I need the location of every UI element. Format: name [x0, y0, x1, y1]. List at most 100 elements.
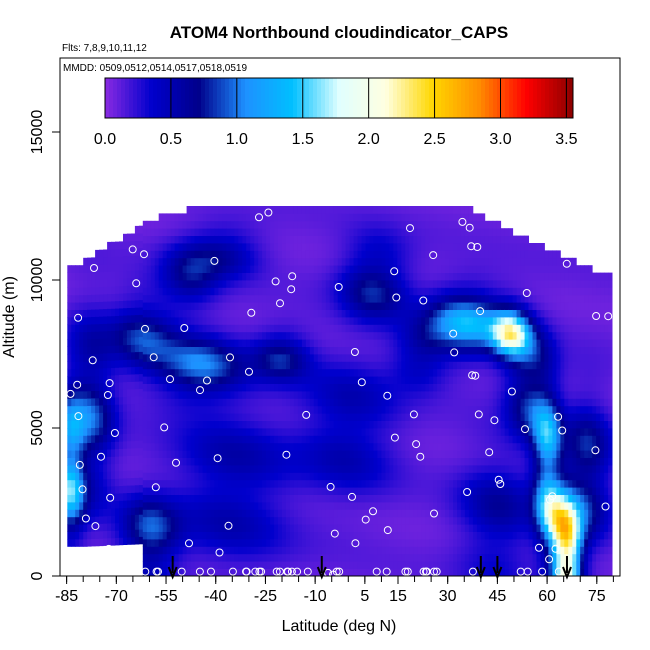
heatmap-cell: [385, 420, 390, 429]
heatmap-cell: [385, 561, 390, 569]
heatmap-cell: [230, 420, 235, 429]
heatmap-cell: [75, 420, 80, 429]
heatmap-cell: [464, 376, 470, 384]
heatmap-cell: [357, 442, 362, 451]
heatmap-cell: [234, 250, 239, 259]
heatmap-cell: [425, 206, 430, 214]
heatmap-cell: [369, 235, 374, 244]
heatmap-cell: [230, 331, 235, 340]
heatmap-cell: [278, 398, 283, 407]
heatmap-cell: [222, 272, 227, 281]
heatmap-cell: [301, 472, 307, 481]
heatmap-cell: [381, 287, 386, 296]
heatmap-cell: [333, 442, 339, 451]
heatmap-cell: [464, 428, 470, 436]
heatmap-cell: [425, 302, 430, 310]
heatmap-cell: [333, 287, 339, 296]
heatmap-cell: [317, 450, 323, 458]
heatmap-cell: [325, 235, 331, 244]
heatmap-cell: [349, 479, 354, 488]
heatmap-cell: [111, 463, 116, 472]
heatmap-cell: [270, 413, 275, 421]
heatmap-cell: [218, 457, 223, 466]
heatmap-cell: [242, 531, 247, 540]
heatmap-cell: [71, 531, 76, 540]
heatmap-cell: [437, 265, 442, 273]
heatmap-cell: [345, 243, 350, 251]
heatmap-cell: [409, 472, 414, 481]
heatmap-cell: [262, 450, 267, 458]
heatmap-cell: [95, 412, 100, 421]
heatmap-cell: [405, 487, 410, 495]
heatmap-cell: [266, 413, 271, 421]
heatmap-cell: [460, 398, 466, 407]
heatmap-cell: [297, 435, 303, 444]
heatmap-cell: [301, 339, 307, 347]
heatmap-cell: [389, 539, 394, 547]
heatmap-cell: [202, 368, 207, 377]
heatmap-cell: [238, 331, 243, 340]
heatmap-cell: [317, 376, 323, 384]
heatmap-cell: [325, 391, 331, 399]
heatmap-cell: [186, 450, 191, 458]
heatmap-cell: [166, 450, 172, 458]
heatmap-cell: [202, 361, 207, 370]
heatmap-cell: [389, 524, 394, 532]
heatmap-cell: [238, 457, 243, 466]
heatmap-cell: [126, 389, 132, 397]
heatmap-cell: [150, 494, 156, 503]
heatmap-cell: [154, 220, 160, 229]
heatmap-cell: [325, 428, 331, 436]
heatmap-cell: [234, 398, 239, 407]
heatmap-cell: [87, 472, 92, 480]
heatmap-cell: [111, 486, 116, 494]
heatmap-cell: [417, 213, 422, 222]
heatmap-cell: [174, 531, 180, 540]
heatmap-cell: [266, 494, 271, 503]
heatmap-cell: [242, 339, 247, 347]
heatmap-cell: [457, 272, 462, 281]
heatmap-cell: [142, 516, 148, 525]
heatmap-cell: [162, 531, 168, 540]
heatmap-cell: [266, 228, 271, 236]
heatmap-cell: [301, 479, 307, 488]
heatmap-cell: [397, 250, 402, 259]
heatmap-cell: [282, 420, 287, 429]
heatmap-cell: [262, 502, 267, 510]
heatmap-cell: [445, 220, 450, 229]
heatmap-cell: [242, 457, 247, 466]
heatmap-cell: [202, 450, 207, 458]
heatmap-cell: [309, 280, 315, 288]
heatmap-cell: [357, 265, 362, 273]
heatmap-cell: [226, 272, 231, 281]
heatmap-cell: [218, 280, 223, 288]
heatmap-cell: [441, 568, 446, 576]
heatmap-cell: [194, 502, 199, 510]
heatmap-cell: [317, 494, 323, 503]
heatmap-cell: [425, 368, 430, 377]
heatmap-cell: [401, 250, 406, 259]
heatmap-cell: [146, 272, 152, 281]
heatmap-cell: [361, 354, 366, 362]
heatmap-cell: [278, 309, 283, 318]
heatmap-cell: [309, 250, 315, 259]
heatmap-cell: [150, 413, 156, 421]
heatmap-cell: [190, 524, 195, 532]
heatmap-cell: [123, 337, 128, 346]
heatmap-cell: [437, 272, 442, 281]
heatmap-cell: [142, 272, 148, 281]
heatmap-cell: [341, 235, 347, 244]
heatmap-cell: [214, 428, 219, 436]
heatmap-cell: [170, 213, 176, 222]
heatmap-cell: [286, 413, 291, 421]
heatmap-cell: [186, 457, 191, 466]
heatmap-cell: [321, 428, 327, 436]
heatmap-cell: [154, 324, 160, 333]
heatmap-cell: [417, 391, 422, 399]
heatmap-cell: [441, 561, 446, 569]
heatmap-cell: [206, 450, 211, 458]
heatmap-cell: [313, 228, 319, 236]
heatmap-cell: [365, 502, 370, 510]
heatmap-cell: [162, 220, 168, 229]
heatmap-cell: [373, 235, 378, 244]
